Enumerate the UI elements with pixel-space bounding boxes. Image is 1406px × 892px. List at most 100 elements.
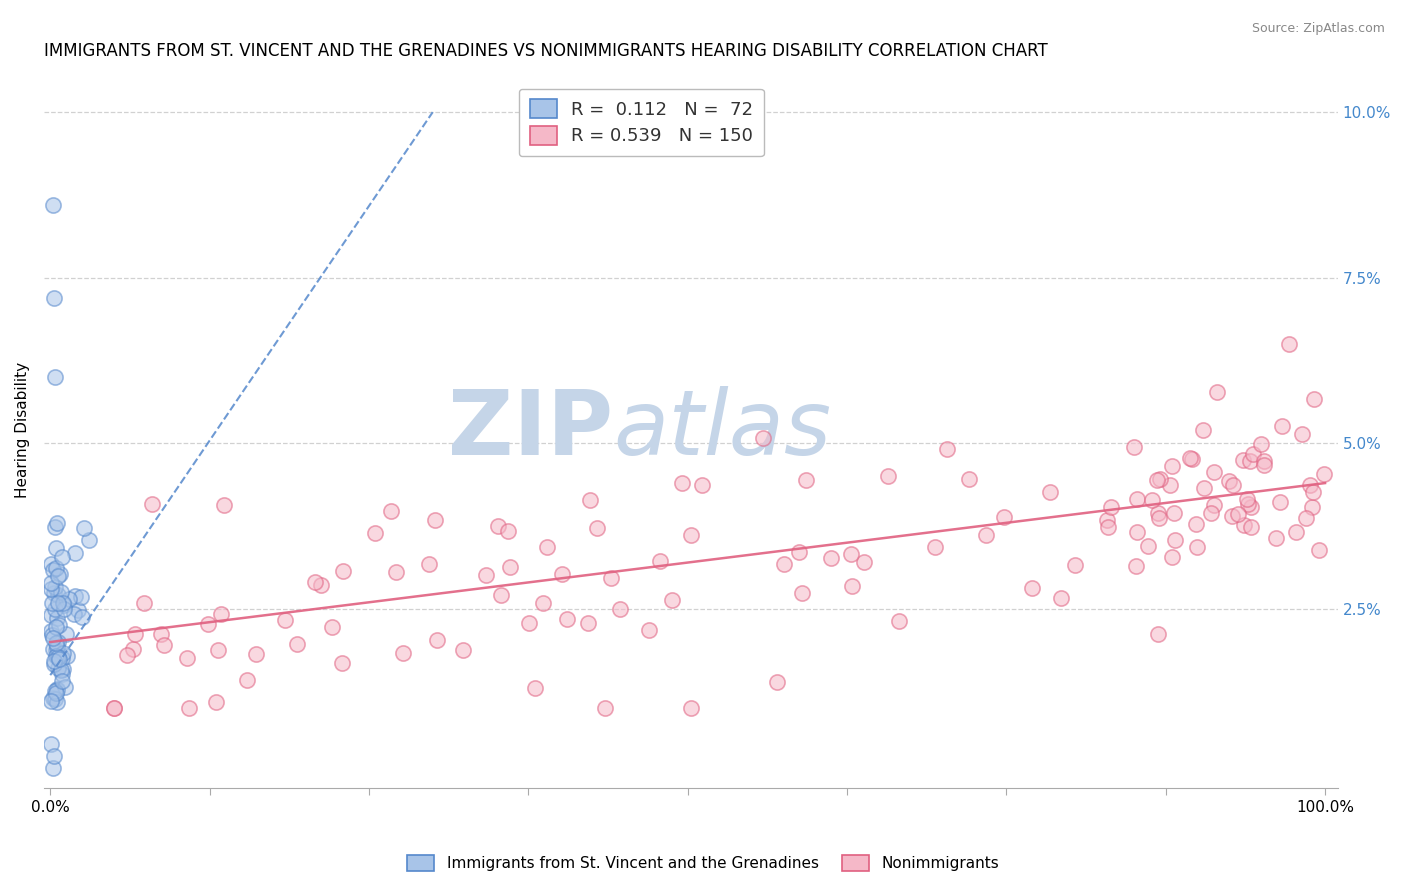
Point xyxy=(45,640,67,655)
Point xyxy=(53,598,76,612)
Point xyxy=(600,571,623,585)
Point xyxy=(648,554,671,568)
Point xyxy=(1204,465,1226,479)
Point xyxy=(69,590,91,604)
Point xyxy=(1039,484,1062,499)
Point xyxy=(523,681,546,696)
Point xyxy=(205,695,228,709)
Point xyxy=(46,635,69,649)
Point xyxy=(330,656,353,670)
Point xyxy=(42,690,65,705)
Point xyxy=(1253,458,1275,473)
Point xyxy=(176,650,198,665)
Point xyxy=(498,524,520,538)
Point xyxy=(207,643,229,657)
Point xyxy=(380,504,402,518)
Point xyxy=(418,557,440,571)
Point xyxy=(1222,478,1244,492)
Point xyxy=(426,632,449,647)
Point xyxy=(44,691,66,706)
Point xyxy=(41,563,63,577)
Point xyxy=(576,616,599,631)
Text: ZIP: ZIP xyxy=(449,386,613,474)
Y-axis label: Hearing Disability: Hearing Disability xyxy=(15,362,30,498)
Point xyxy=(681,527,703,541)
Point xyxy=(103,701,125,715)
Point xyxy=(877,469,900,483)
Point xyxy=(48,588,70,602)
Point xyxy=(766,674,789,689)
Point xyxy=(475,568,498,582)
Point xyxy=(585,521,607,535)
Point xyxy=(45,642,67,657)
Point xyxy=(42,641,65,656)
Point xyxy=(1308,542,1330,557)
Point xyxy=(1123,441,1146,455)
Point xyxy=(1302,392,1324,407)
Point xyxy=(55,627,77,641)
Point xyxy=(593,701,616,715)
Point xyxy=(1268,494,1291,508)
Point xyxy=(39,694,62,708)
Point xyxy=(792,586,814,600)
Point xyxy=(1146,506,1168,520)
Point xyxy=(1149,472,1171,486)
Point xyxy=(1253,454,1275,468)
Point xyxy=(364,525,387,540)
Point xyxy=(44,684,66,698)
Point xyxy=(1291,426,1313,441)
Point xyxy=(51,667,73,681)
Point xyxy=(273,613,295,627)
Point xyxy=(1227,507,1250,521)
Point xyxy=(1097,513,1119,527)
Point xyxy=(423,513,446,527)
Point xyxy=(39,582,62,596)
Point xyxy=(235,673,257,687)
Point xyxy=(1126,524,1149,539)
Point xyxy=(51,651,73,665)
Point xyxy=(1146,473,1168,487)
Point xyxy=(51,585,73,599)
Point xyxy=(1021,581,1043,595)
Point xyxy=(51,673,73,688)
Point xyxy=(56,648,79,663)
Point xyxy=(489,588,512,602)
Point xyxy=(1313,467,1336,481)
Point xyxy=(58,591,80,606)
Point xyxy=(1222,509,1244,524)
Point xyxy=(1181,452,1204,467)
Point xyxy=(77,533,100,548)
Point xyxy=(45,695,67,709)
Point xyxy=(48,618,70,632)
Point xyxy=(46,661,69,675)
Point xyxy=(49,663,72,677)
Point xyxy=(1161,459,1184,474)
Point xyxy=(1278,337,1301,351)
Point xyxy=(117,648,139,662)
Point xyxy=(53,681,76,695)
Point xyxy=(1185,517,1208,532)
Point xyxy=(45,620,67,634)
Text: Source: ZipAtlas.com: Source: ZipAtlas.com xyxy=(1251,22,1385,36)
Point xyxy=(794,474,817,488)
Point xyxy=(149,627,172,641)
Point xyxy=(1205,384,1227,399)
Point xyxy=(44,601,66,615)
Point xyxy=(42,198,65,212)
Point xyxy=(1140,492,1163,507)
Text: IMMIGRANTS FROM ST. VINCENT AND THE GRENADINES VS NONIMMIGRANTS HEARING DISABILI: IMMIGRANTS FROM ST. VINCENT AND THE GREN… xyxy=(44,42,1047,60)
Point xyxy=(550,566,572,581)
Point xyxy=(66,603,89,617)
Point xyxy=(579,492,602,507)
Point xyxy=(609,602,631,616)
Point xyxy=(1161,550,1184,565)
Point xyxy=(1063,558,1085,572)
Point xyxy=(1302,484,1324,499)
Point xyxy=(1218,474,1240,488)
Point xyxy=(887,614,910,628)
Point xyxy=(1232,518,1254,533)
Point xyxy=(52,662,75,676)
Point xyxy=(974,528,997,542)
Point xyxy=(1199,507,1222,521)
Point xyxy=(141,497,163,511)
